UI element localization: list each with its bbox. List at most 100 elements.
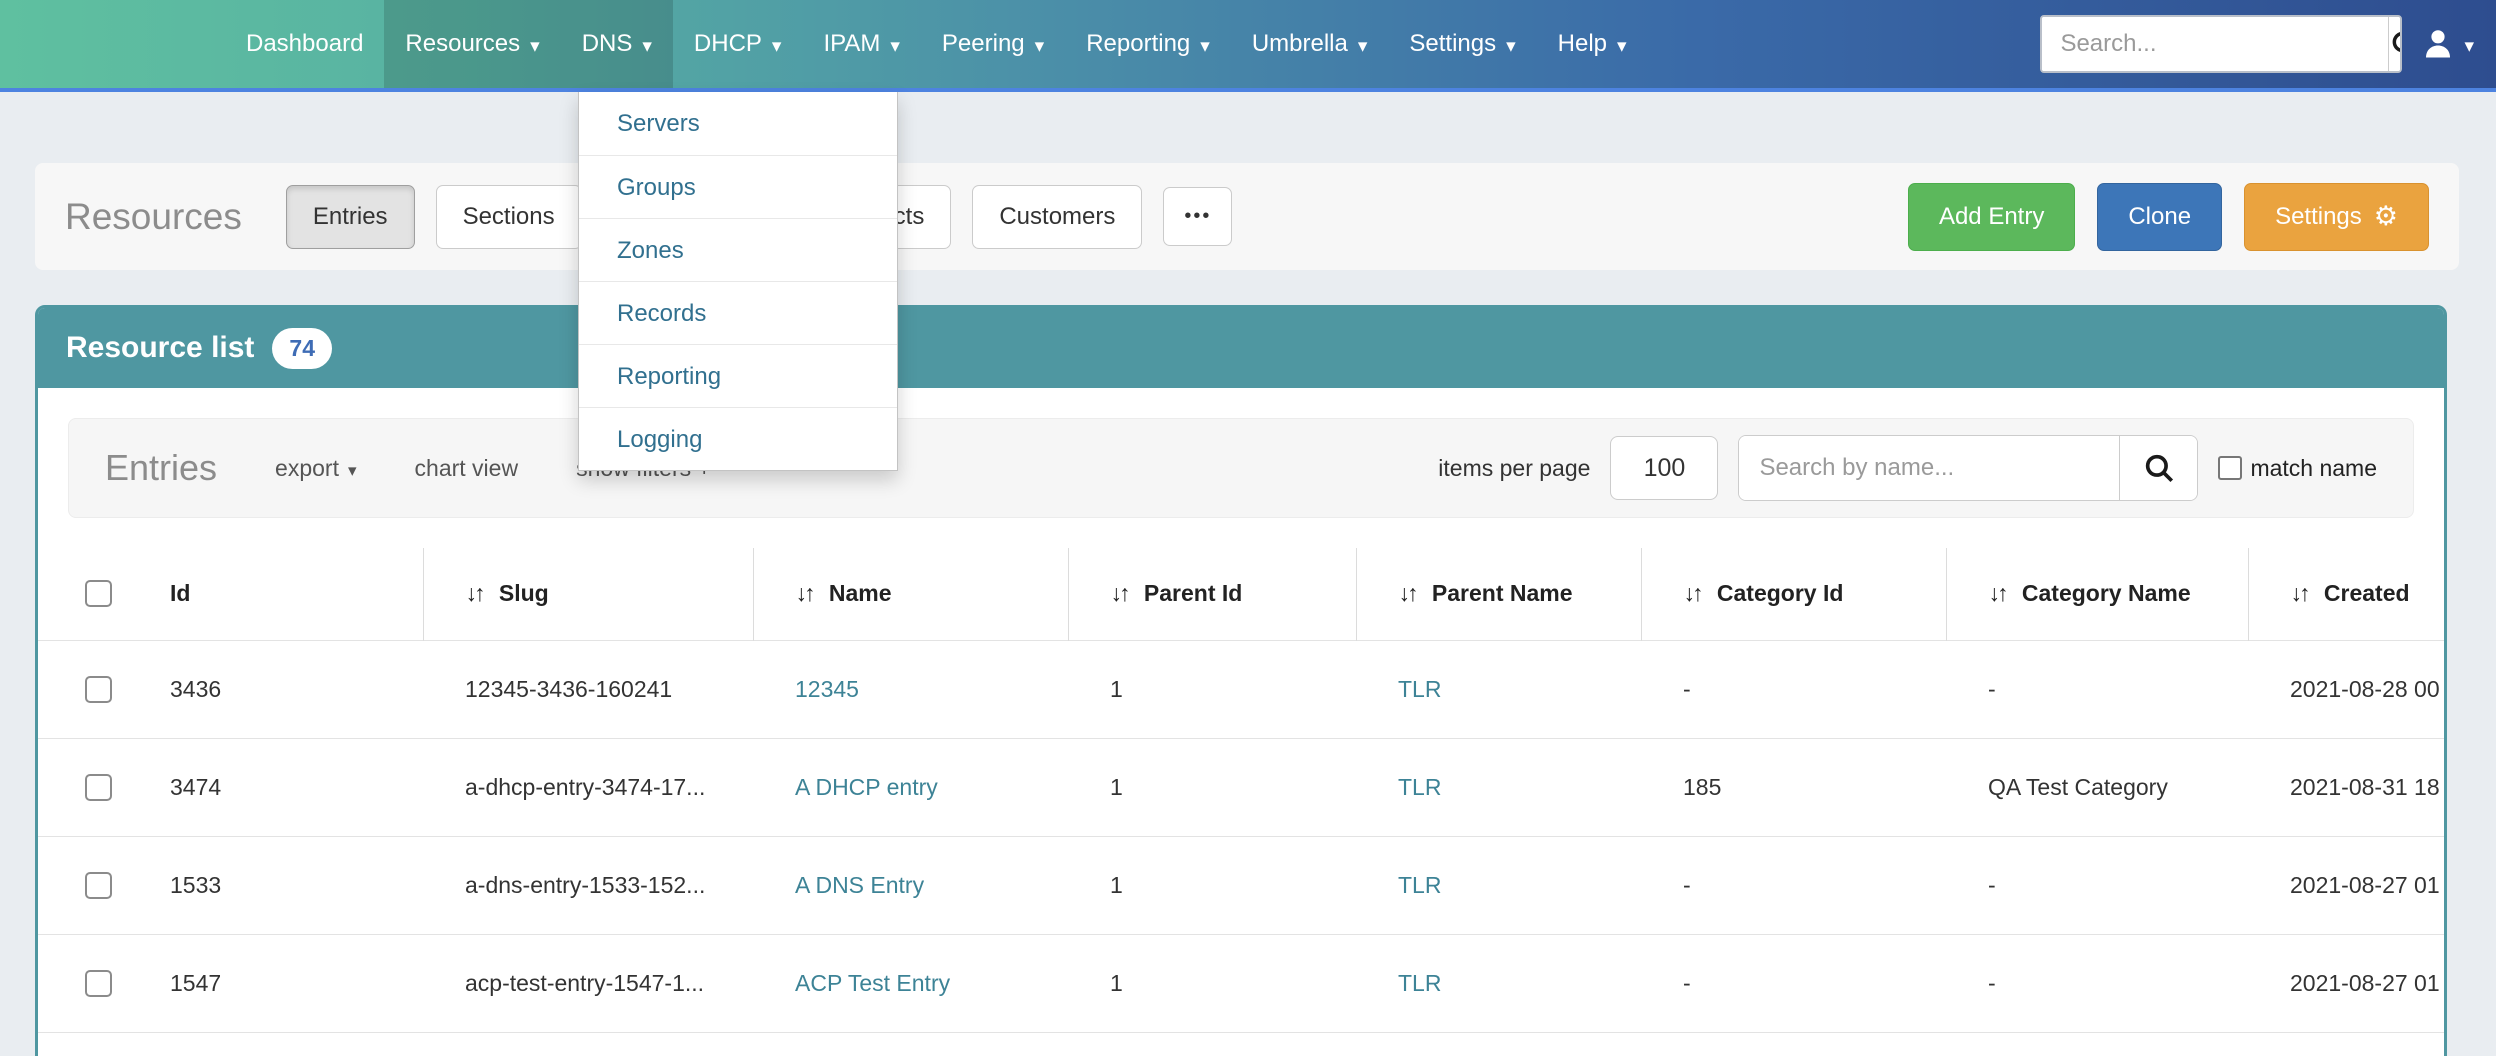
- parent-name-link[interactable]: TLR: [1398, 675, 1442, 702]
- count-badge: 74: [272, 327, 333, 369]
- name-search-input[interactable]: [1739, 436, 2120, 500]
- chevron-down-icon: ▾: [1034, 35, 1045, 57]
- entry-name-link[interactable]: 12345: [795, 675, 859, 702]
- nav-item-settings[interactable]: Settings ▾: [1388, 0, 1536, 88]
- button-label: Settings: [2275, 202, 2362, 230]
- panel-header: Resource list 74: [38, 308, 2444, 388]
- cell-parent-id: 1: [1110, 675, 1123, 702]
- nav-item-ipam[interactable]: IPAM ▾: [802, 0, 920, 88]
- page-title: Resources: [65, 195, 242, 237]
- nav-item-peering[interactable]: Peering ▾: [921, 0, 1065, 88]
- nav-item-dhcp[interactable]: DHCP ▾: [673, 0, 803, 88]
- menu-item-reporting[interactable]: Reporting: [579, 344, 897, 407]
- cell-category-id: -: [1641, 1032, 1946, 1056]
- parent-name-link[interactable]: TLR: [1398, 871, 1442, 898]
- settings-button[interactable]: Settings ⚙: [2244, 182, 2429, 251]
- cell-category-id: -: [1683, 871, 1691, 898]
- resources-toolbar: Resources Entries Sections Contacts Cust…: [35, 163, 2459, 270]
- cell-created: 2021-08-27 01: [2290, 969, 2440, 996]
- table-row: 1533 a-dns-entry-1533-152... A DNS Entry…: [38, 836, 2444, 934]
- header-label: Category Id: [1716, 580, 1844, 607]
- entry-name-link[interactable]: A DHCP entry: [795, 773, 938, 800]
- tab-entries[interactable]: Entries: [285, 184, 415, 249]
- entries-toolbar-right: items per page match name: [1438, 435, 2377, 501]
- navbar-right: ▾: [2040, 0, 2496, 88]
- nav-item-reporting[interactable]: Reporting ▾: [1065, 0, 1231, 88]
- nav-label: Dashboard: [246, 30, 364, 57]
- more-tabs-button[interactable]: •••: [1163, 187, 1233, 246]
- row-checkbox[interactable]: [85, 969, 112, 997]
- panel-body: Entries export ▾ chart view show filters…: [38, 418, 2444, 1056]
- menu-item-servers[interactable]: Servers: [617, 110, 700, 137]
- match-name-checkbox[interactable]: [2218, 456, 2243, 480]
- cell-created: 2021-08-31 18: [2290, 773, 2440, 800]
- global-search-input[interactable]: [2042, 17, 2389, 71]
- column-header-created[interactable]: ↓↑ Created: [2247, 548, 2444, 640]
- parent-name-link[interactable]: TLR: [1398, 969, 1442, 996]
- resource-list-panel: Resource list 74 Entries export ▾ chart …: [35, 305, 2447, 1056]
- chevron-down-icon: ▾: [771, 35, 782, 57]
- cell-slug: another-test-465-70893: [423, 1032, 753, 1056]
- match-name-control: match name: [2218, 455, 2377, 482]
- chart-view-label: chart view: [414, 454, 519, 481]
- row-checkbox[interactable]: [85, 675, 112, 703]
- cell-slug: 12345-3436-160241: [465, 675, 673, 702]
- parent-name-link[interactable]: TLR: [1398, 773, 1442, 800]
- row-checkbox[interactable]: [85, 773, 112, 801]
- column-header-category-name[interactable]: ↓↑ Category Name: [1945, 548, 2248, 640]
- nav-item-resources[interactable]: Resources ▾: [384, 0, 561, 88]
- column-header-parent-name[interactable]: ↓↑ Parent Name: [1355, 548, 1641, 640]
- chart-view-link[interactable]: chart view: [415, 455, 519, 482]
- items-per-page-input[interactable]: [1610, 436, 1719, 500]
- chevron-down-icon: ▾: [530, 35, 540, 57]
- nav-item-help[interactable]: Help ▾: [1537, 0, 1648, 88]
- entry-name-link[interactable]: A DNS Entry: [795, 871, 925, 898]
- export-menu[interactable]: export ▾: [275, 455, 356, 482]
- header-label: Parent Name: [1431, 580, 1573, 607]
- match-name-label: match name: [2250, 454, 2377, 481]
- cell-parent-id: 1: [1110, 773, 1123, 800]
- clone-button[interactable]: Clone: [2097, 182, 2223, 251]
- sort-icon: ↓↑: [1988, 580, 2009, 607]
- tab-sections[interactable]: Sections: [435, 184, 582, 249]
- global-search-button[interactable]: [2388, 17, 2401, 71]
- sort-icon: ↓↑: [465, 580, 486, 607]
- button-label: Add Entry: [1938, 202, 2045, 230]
- nav-label: Help: [1557, 30, 1608, 57]
- add-entry-button[interactable]: Add Entry: [1907, 182, 2076, 251]
- tab-customers[interactable]: Customers: [972, 184, 1143, 249]
- search-icon: [2145, 454, 2173, 483]
- user-menu[interactable]: ▾: [2420, 26, 2474, 62]
- column-header-category-id[interactable]: ↓↑ Category Id: [1640, 548, 1946, 640]
- menu-item-records[interactable]: Records: [579, 281, 897, 344]
- cell-parent-id: 1: [1110, 969, 1123, 996]
- chevron-down-icon: ▾: [347, 460, 357, 480]
- select-all-checkbox[interactable]: [85, 580, 112, 608]
- nav-item-dashboard[interactable]: Dashboard: [225, 0, 384, 88]
- entries-heading: Entries: [105, 447, 218, 488]
- menu-item-zones[interactable]: Zones: [579, 218, 897, 281]
- column-header-parent-id[interactable]: ↓↑ Parent Id: [1067, 548, 1356, 640]
- global-search: [2040, 15, 2403, 73]
- column-header-name[interactable]: ↓↑ Name: [752, 548, 1068, 640]
- cell-id: 1547: [170, 969, 222, 996]
- nav-item-dns[interactable]: DNS ▾: [560, 0, 673, 88]
- chevron-down-icon: ▾: [890, 35, 900, 57]
- column-header-slug[interactable]: ↓↑ Slug: [422, 548, 753, 640]
- gear-icon: ⚙: [2373, 201, 2398, 231]
- entry-name-link[interactable]: ACP Test Entry: [795, 969, 951, 996]
- name-search-button[interactable]: [2119, 436, 2198, 500]
- table-header-row: Id ↓↑ Slug ↓↑ Name ↓↑ Parent Id: [38, 548, 2444, 640]
- chevron-down-icon: ▾: [1357, 35, 1368, 57]
- name-search: [1738, 435, 2199, 501]
- menu-item-logging[interactable]: Logging: [579, 407, 897, 470]
- header-label: Id: [170, 580, 191, 607]
- cell-category-name: -: [1988, 675, 1996, 702]
- entries-toolbar: Entries export ▾ chart view show filters…: [68, 418, 2414, 518]
- menu-item-groups[interactable]: Groups: [579, 155, 897, 218]
- row-checkbox[interactable]: [85, 871, 112, 899]
- header-label: Created: [2323, 580, 2410, 607]
- nav-item-umbrella[interactable]: Umbrella ▾: [1231, 0, 1389, 88]
- table-row: 465 another-test-465-70893 another test …: [38, 1032, 2444, 1056]
- chevron-down-icon: ▾: [1506, 35, 1516, 57]
